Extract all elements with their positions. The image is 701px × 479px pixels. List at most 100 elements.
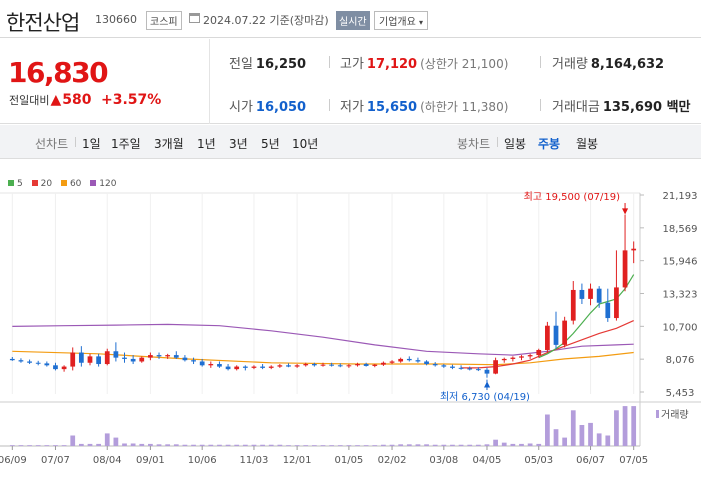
change-up-icon: ▲ bbox=[50, 92, 62, 108]
candle-body bbox=[562, 320, 568, 345]
volume-bar bbox=[286, 445, 291, 446]
period-daily[interactable]: 일봉 bbox=[504, 137, 527, 151]
volume-bar bbox=[53, 445, 58, 446]
candle-body bbox=[268, 366, 274, 368]
change-label: 전일대비 bbox=[9, 94, 50, 107]
volume-bar bbox=[329, 445, 335, 446]
candle-body bbox=[303, 364, 309, 366]
volume-bar bbox=[510, 443, 516, 446]
volume-bar bbox=[406, 444, 412, 446]
realtime-button[interactable]: 실시간 bbox=[336, 11, 370, 30]
volume-bar bbox=[372, 445, 378, 446]
volume-bar bbox=[562, 437, 568, 446]
amount-value: 135,690 백만 bbox=[602, 100, 691, 115]
x-tick-label: 05/03 bbox=[524, 455, 553, 466]
candle-body bbox=[406, 358, 412, 361]
stat-divider bbox=[329, 99, 330, 111]
volume-bar bbox=[156, 444, 162, 446]
candle-body bbox=[70, 352, 76, 367]
volume-legend-swatch bbox=[656, 410, 659, 418]
volume-value: 8,164,632 bbox=[590, 57, 665, 72]
volume-bar bbox=[303, 445, 309, 446]
upper-limit: (상한가 21,100) bbox=[420, 57, 509, 71]
candle-body bbox=[286, 365, 291, 367]
volume-bar bbox=[18, 445, 24, 446]
candle-body bbox=[311, 364, 317, 366]
x-tick-label: 07/05 bbox=[619, 455, 648, 466]
volume-bar bbox=[294, 445, 300, 446]
stock-code: 130660 bbox=[95, 13, 137, 26]
candle-body bbox=[234, 366, 240, 370]
period-1y[interactable]: 1년 bbox=[197, 137, 216, 151]
legend-ma20: 20 bbox=[31, 179, 53, 189]
stat-divider bbox=[540, 56, 541, 68]
candle-body bbox=[104, 351, 110, 365]
volume-bar bbox=[458, 444, 464, 446]
candle-body bbox=[53, 365, 58, 370]
volume-bar bbox=[234, 444, 240, 446]
prev-close-value: 16,250 bbox=[255, 57, 307, 72]
period-1d[interactable]: 1일 bbox=[82, 137, 101, 151]
open-price: 시가 16,050 bbox=[229, 96, 306, 115]
x-tick-label: 11/03 bbox=[240, 455, 269, 466]
ma120-line bbox=[12, 323, 634, 356]
period-1w[interactable]: 1주일 bbox=[111, 137, 141, 151]
volume-bar bbox=[355, 445, 360, 446]
candle-body bbox=[493, 360, 498, 374]
candle-body bbox=[337, 365, 343, 367]
candle-body bbox=[199, 361, 205, 366]
volume-bar bbox=[96, 443, 101, 446]
candle-body bbox=[588, 288, 593, 299]
volume-bar bbox=[277, 444, 283, 446]
x-tick-label: 04/05 bbox=[473, 455, 502, 466]
legend-swatch bbox=[90, 180, 97, 186]
candle-body bbox=[35, 362, 41, 364]
candle-body bbox=[424, 361, 429, 365]
candle-body bbox=[277, 365, 283, 367]
candle-body bbox=[519, 356, 524, 358]
volume-bar bbox=[182, 444, 188, 446]
period-10y[interactable]: 10년 bbox=[292, 137, 319, 151]
period-divider bbox=[497, 137, 498, 147]
company-overview-button[interactable]: 기업개요 ▾ bbox=[374, 11, 429, 30]
volume-legend-label: 거래량 bbox=[661, 409, 689, 421]
volume-bar bbox=[424, 444, 429, 446]
low-price: 저가 15,650 (하한가 11,380) bbox=[340, 96, 508, 115]
period-3y[interactable]: 3년 bbox=[229, 137, 248, 151]
volume-bar bbox=[605, 435, 611, 446]
x-tick-label: 06/07 bbox=[576, 455, 605, 466]
period-bar: 선차트 1일 1주일 3개월 1년 3년 5년 10년 봉차트 일봉 주봉 월봉 bbox=[0, 125, 701, 159]
period-monthly[interactable]: 월봉 bbox=[576, 137, 599, 151]
candle-body bbox=[61, 366, 67, 370]
volume-bar bbox=[44, 445, 50, 446]
legend-swatch bbox=[60, 180, 67, 186]
volume-bar bbox=[139, 443, 145, 446]
volume-bar bbox=[260, 444, 265, 446]
volume-bar bbox=[553, 429, 559, 446]
market-badge: 코스피 bbox=[146, 11, 182, 30]
volume-bar bbox=[381, 444, 386, 446]
x-tick-label: 12/01 bbox=[283, 455, 312, 466]
change-row: 전일대비▲580 +3.57% bbox=[9, 92, 161, 108]
stat-divider bbox=[329, 56, 330, 68]
volume-bar bbox=[173, 444, 179, 446]
candle-body bbox=[458, 367, 464, 369]
period-3m[interactable]: 3개월 bbox=[154, 137, 184, 151]
x-tick-label: 03/08 bbox=[429, 455, 458, 466]
volume-bar bbox=[536, 443, 542, 446]
candle-body bbox=[596, 288, 602, 303]
legend-ma120: 120 bbox=[90, 179, 116, 189]
candle-body bbox=[87, 356, 93, 363]
volume-bar bbox=[130, 443, 136, 446]
legend-ma20-label: 20 bbox=[40, 179, 53, 189]
candle-body bbox=[173, 355, 179, 358]
period-5y[interactable]: 5년 bbox=[261, 137, 280, 151]
volume-bar bbox=[104, 433, 110, 446]
candle-body bbox=[545, 325, 550, 350]
stat-divider bbox=[540, 99, 541, 111]
period-weekly[interactable]: 주봉 bbox=[538, 137, 561, 151]
trade-amount: 거래대금 135,690 백만 bbox=[552, 96, 691, 115]
volume-bar bbox=[398, 444, 404, 446]
volume-bar bbox=[527, 443, 533, 446]
